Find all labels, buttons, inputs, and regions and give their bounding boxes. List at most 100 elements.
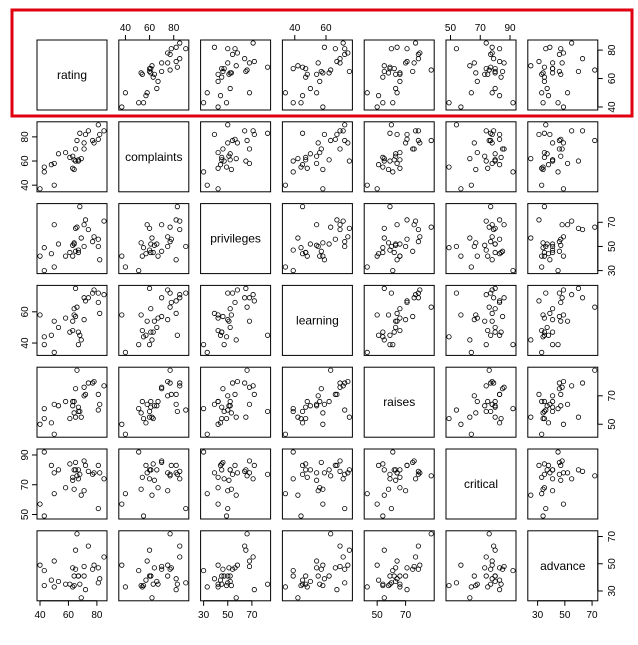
data-point bbox=[334, 391, 340, 397]
data-point bbox=[146, 247, 153, 253]
data-point bbox=[492, 249, 498, 256]
data-point bbox=[318, 386, 324, 392]
data-point bbox=[165, 50, 171, 56]
data-point bbox=[340, 128, 346, 134]
data-point bbox=[299, 408, 306, 415]
data-point bbox=[328, 473, 334, 479]
panel-frame bbox=[118, 284, 190, 356]
data-point bbox=[303, 404, 309, 410]
data-point bbox=[295, 492, 301, 498]
data-point bbox=[387, 158, 393, 164]
panel-frame bbox=[281, 448, 353, 520]
data-point bbox=[446, 415, 452, 422]
data-point bbox=[250, 476, 256, 482]
data-point bbox=[78, 235, 84, 241]
data-point bbox=[71, 467, 77, 473]
data-point bbox=[177, 292, 183, 298]
data-point bbox=[211, 576, 218, 582]
data-point bbox=[390, 567, 396, 574]
data-point bbox=[119, 562, 125, 568]
data-point bbox=[412, 218, 419, 224]
data-point bbox=[453, 122, 460, 128]
data-point bbox=[95, 505, 101, 512]
data-point bbox=[174, 408, 180, 415]
data-point bbox=[167, 67, 173, 73]
panel-rating-complaints bbox=[118, 39, 190, 111]
data-point bbox=[215, 165, 221, 171]
data-point bbox=[165, 393, 171, 399]
data-point bbox=[201, 100, 207, 106]
data-point bbox=[545, 162, 552, 168]
data-point bbox=[556, 248, 563, 254]
data-point bbox=[489, 44, 495, 50]
data-point bbox=[307, 403, 313, 409]
data-point bbox=[543, 122, 549, 128]
panel-frame bbox=[118, 448, 190, 520]
data-point bbox=[299, 130, 306, 136]
data-point bbox=[428, 531, 434, 537]
data-point bbox=[159, 566, 165, 572]
data-point bbox=[492, 547, 498, 553]
data-point bbox=[541, 74, 548, 80]
data-point bbox=[101, 383, 107, 389]
data-point bbox=[148, 467, 154, 473]
data-point bbox=[223, 415, 230, 422]
y-tick-label: 70 bbox=[607, 531, 618, 543]
data-point bbox=[547, 131, 553, 138]
data-point bbox=[229, 137, 236, 144]
data-point bbox=[41, 341, 47, 348]
data-point bbox=[397, 584, 403, 590]
data-point bbox=[122, 431, 129, 437]
data-point bbox=[415, 468, 421, 474]
data-point bbox=[374, 501, 380, 507]
data-point bbox=[381, 68, 387, 75]
data-point bbox=[415, 471, 421, 477]
data-point bbox=[243, 285, 249, 291]
data-point bbox=[541, 149, 548, 156]
data-point bbox=[246, 470, 253, 476]
data-point bbox=[380, 461, 386, 467]
data-point bbox=[150, 329, 156, 335]
data-point bbox=[501, 146, 507, 152]
y-tick-label: 60 bbox=[20, 306, 31, 318]
data-point bbox=[314, 71, 320, 77]
panel-frame bbox=[281, 366, 353, 438]
data-point bbox=[559, 222, 565, 228]
data-point bbox=[315, 60, 321, 66]
data-point bbox=[314, 401, 320, 407]
data-point bbox=[71, 157, 77, 163]
data-point bbox=[55, 241, 62, 247]
data-point bbox=[328, 137, 334, 144]
data-point bbox=[77, 408, 83, 415]
data-point bbox=[328, 367, 334, 373]
data-point bbox=[41, 245, 47, 251]
data-point bbox=[473, 582, 479, 589]
data-point bbox=[410, 146, 416, 152]
data-point bbox=[90, 471, 96, 477]
data-point bbox=[393, 565, 399, 571]
data-point bbox=[391, 573, 397, 579]
data-point bbox=[167, 367, 173, 373]
data-point bbox=[539, 327, 545, 334]
data-point bbox=[72, 547, 79, 553]
data-point bbox=[139, 327, 145, 334]
data-point bbox=[488, 239, 494, 245]
panel-raises-raises: raises bbox=[363, 366, 435, 438]
data-point bbox=[388, 505, 394, 512]
data-point bbox=[303, 157, 309, 163]
data-point bbox=[168, 236, 174, 242]
data-point bbox=[177, 56, 183, 62]
data-point bbox=[453, 407, 460, 413]
data-point bbox=[243, 547, 249, 553]
data-point bbox=[390, 449, 396, 455]
data-point bbox=[77, 332, 83, 338]
data-point bbox=[232, 391, 238, 397]
data-point bbox=[290, 405, 296, 412]
data-point bbox=[177, 383, 183, 389]
data-point bbox=[337, 56, 343, 62]
data-point bbox=[558, 462, 564, 468]
data-point bbox=[223, 513, 230, 519]
data-point bbox=[417, 234, 423, 240]
data-point bbox=[486, 367, 492, 373]
data-point bbox=[492, 306, 498, 312]
